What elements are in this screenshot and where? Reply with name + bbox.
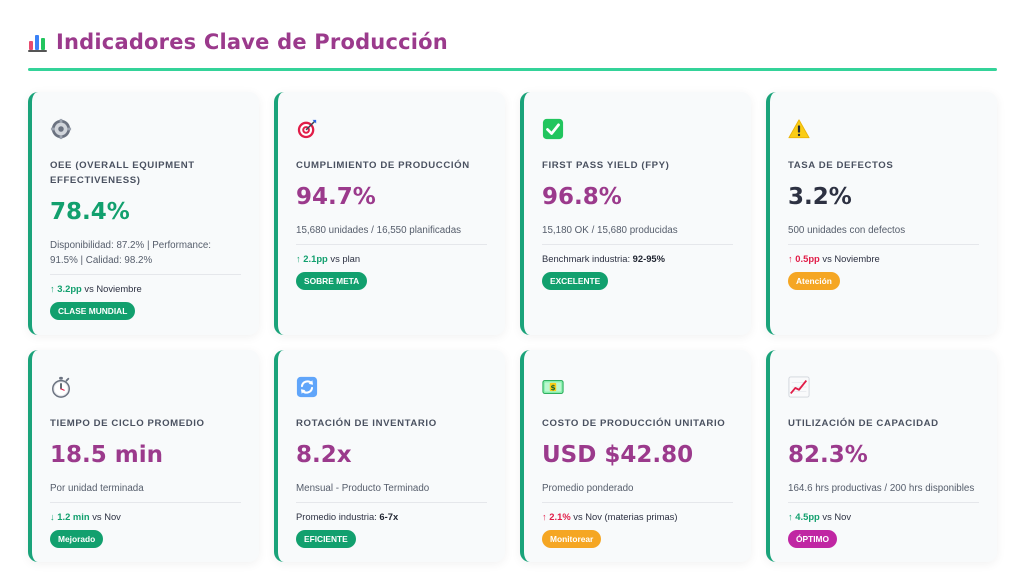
divider — [788, 244, 979, 245]
status-badge: EXCELENTE — [542, 272, 609, 290]
kpi-grid: OEE (OVERALL EQUIPMENT EFFECTIVENESS) 78… — [28, 92, 998, 562]
kpi-description: 15,680 unidades / 16,550 planificadas — [296, 225, 462, 236]
kpi-label: ROTACIÓN DE INVENTARIO — [296, 418, 437, 429]
delta-value: 2.1% — [549, 511, 571, 522]
header-divider — [28, 68, 997, 71]
status-badge: Mejorado — [50, 530, 104, 548]
target-icon — [297, 119, 317, 139]
delta-value: 4.5pp — [795, 511, 820, 522]
kpi-card-oee: OEE (OVERALL EQUIPMENT EFFECTIVENESS) 78… — [28, 92, 259, 335]
kpi-description: Promedio ponderado — [542, 483, 634, 494]
kpi-value: 96.8% — [542, 184, 622, 210]
arrow-up-icon: ↑ — [788, 253, 793, 264]
arrow-up-icon: ↑ — [296, 253, 301, 264]
kpi-description: 164.6 hrs productivas / 200 hrs disponib… — [788, 483, 975, 494]
divider — [542, 244, 733, 245]
kpi-delta: ↑ 3.2pp vs Noviembre — [50, 282, 241, 296]
kpi-value: 78.4% — [50, 199, 130, 225]
kpi-card-tiempo-ciclo: TIEMPO DE CICLO PROMEDIO 18.5 min Por un… — [28, 350, 259, 562]
kpi-value: 18.5 min — [50, 442, 163, 468]
kpi-description: Disponibilidad: 87.2% | Performance: 91.… — [50, 240, 212, 266]
status-badge: Atención — [788, 272, 840, 290]
benchmark-value: 92-95% — [632, 253, 665, 264]
refresh-icon — [296, 376, 318, 398]
kpi-card-costo: $ COSTO DE PRODUCCIÓN UNITARIO USD $42.8… — [520, 350, 751, 562]
page-title: Indicadores Clave de Producción — [56, 30, 448, 54]
kpi-card-cumplimiento: CUMPLIMIENTO DE PRODUCCIÓN 94.7% 15,680 … — [274, 92, 505, 335]
divider — [50, 274, 241, 275]
kpi-label: CUMPLIMIENTO DE PRODUCCIÓN — [296, 160, 470, 171]
delta-value: 3.2pp — [57, 283, 82, 294]
kpi-delta: ↑ 4.5pp vs Nov — [788, 510, 979, 524]
title-row: Indicadores Clave de Producción — [28, 26, 997, 58]
arrow-down-icon: ↓ — [50, 511, 55, 522]
arrow-up-icon: ↑ — [50, 283, 55, 294]
divider — [296, 502, 487, 503]
status-badge: ÓPTIMO — [788, 530, 838, 548]
kpi-description: Mensual - Producto Terminado — [296, 483, 430, 494]
delta-value: 1.2 min — [57, 511, 90, 522]
kpi-value: 82.3% — [788, 442, 868, 468]
kpi-value: USD $42.80 — [542, 442, 694, 468]
delta-text: vs Nov — [92, 511, 121, 522]
trend-up-icon — [788, 376, 810, 398]
delta-text: vs Nov — [822, 511, 852, 522]
arrow-up-icon: ↑ — [788, 511, 793, 522]
kpi-card-fpy: FIRST PASS YIELD (FPY) 96.8% 15,180 OK /… — [520, 92, 751, 335]
delta-text: vs Nov (materias primas) — [573, 511, 678, 522]
status-badge: CLASE MUNDIAL — [50, 302, 136, 320]
money-icon: $ — [542, 380, 564, 394]
kpi-card-defectos: TASA DE DEFECTOS 3.2% 500 unidades con d… — [766, 92, 997, 335]
bar-chart-icon — [28, 32, 48, 52]
delta-value: 2.1pp — [303, 253, 328, 264]
divider — [50, 502, 241, 503]
delta-text: vs Noviembre — [84, 283, 142, 294]
divider — [296, 244, 487, 245]
delta-text: vs Noviembre — [822, 253, 880, 264]
status-badge: Monitorear — [542, 530, 602, 548]
kpi-delta: ↓ 1.2 min vs Nov — [50, 510, 241, 524]
kpi-label: OEE (OVERALL EQUIPMENT EFFECTIVENESS) — [50, 160, 195, 186]
kpi-benchmark: Benchmark industria: 92-95% — [542, 252, 733, 266]
divider — [542, 502, 733, 503]
kpi-label: TIEMPO DE CICLO PROMEDIO — [50, 418, 205, 429]
kpi-delta: ↑ 2.1pp vs plan — [296, 252, 487, 266]
kpi-description: 15,180 OK / 15,680 producidas — [542, 225, 678, 236]
kpi-card-rotacion: ROTACIÓN DE INVENTARIO 8.2x Mensual - Pr… — [274, 350, 505, 562]
kpi-label: TASA DE DEFECTOS — [788, 160, 894, 171]
kpi-value: 94.7% — [296, 184, 376, 210]
status-badge: SOBRE META — [296, 272, 368, 290]
kpi-description: Por unidad terminada — [50, 483, 144, 494]
kpi-label: COSTO DE PRODUCCIÓN UNITARIO — [542, 418, 726, 429]
kpi-label: FIRST PASS YIELD (FPY) — [542, 160, 670, 171]
benchmark-value: 6-7x — [379, 511, 399, 522]
delta-text: vs plan — [330, 253, 361, 264]
kpi-delta: ↑ 2.1% vs Nov (materias primas) — [542, 510, 733, 524]
kpi-label: UTILIZACIÓN DE CAPACIDAD — [788, 418, 939, 429]
kpi-value: 3.2% — [788, 184, 852, 210]
warning-icon — [788, 119, 810, 139]
kpi-benchmark: Promedio industria: 6-7x — [296, 510, 487, 524]
benchmark-text: Benchmark industria: — [542, 253, 631, 264]
kpi-value: 8.2x — [296, 442, 352, 468]
gear-icon — [50, 118, 72, 140]
divider — [788, 502, 979, 503]
stopwatch-icon — [52, 376, 70, 398]
page-header: Indicadores Clave de Producción — [28, 26, 997, 71]
status-badge: EFICIENTE — [296, 530, 356, 548]
arrow-up-icon: ↑ — [542, 511, 547, 522]
kpi-card-utilizacion: UTILIZACIÓN DE CAPACIDAD 82.3% 164.6 hrs… — [766, 350, 997, 562]
delta-value: 0.5pp — [795, 253, 820, 264]
kpi-delta: ↑ 0.5pp vs Noviembre — [788, 252, 979, 266]
svg-text:$: $ — [550, 383, 555, 392]
benchmark-text: Promedio industria: — [296, 511, 377, 522]
kpi-description: 500 unidades con defectos — [788, 225, 906, 236]
check-mark-icon — [542, 118, 564, 140]
